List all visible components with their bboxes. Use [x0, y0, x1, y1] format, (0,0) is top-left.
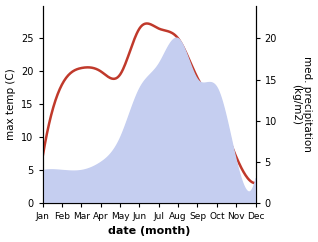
Y-axis label: max temp (C): max temp (C) — [5, 68, 16, 140]
Y-axis label: med. precipitation
(kg/m2): med. precipitation (kg/m2) — [291, 56, 313, 152]
X-axis label: date (month): date (month) — [108, 227, 190, 236]
